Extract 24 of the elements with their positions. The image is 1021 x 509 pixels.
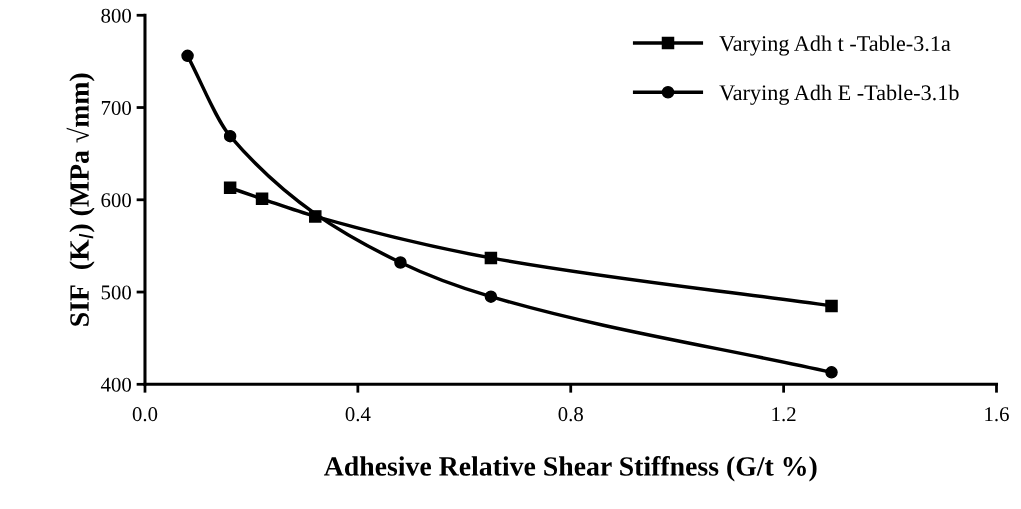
point [394, 256, 407, 269]
y-tick-label: 400 [100, 377, 131, 392]
legend-label: Varying Adh t -Table-3.1a [719, 35, 951, 56]
point [223, 129, 237, 143]
point [223, 181, 237, 195]
point [825, 299, 838, 313]
x-axis-title: Adhesive Relative Shear Stiffness (G/t %) [323, 455, 817, 482]
x-tick-label: 1.2 [772, 407, 796, 422]
x-tick-label: 0.0 [132, 407, 158, 422]
y-axis-title: SIF (K$_{I}$) (MPa √mm) [66, 73, 95, 326]
x-tick-label: 0.8 [558, 407, 583, 422]
point [181, 49, 194, 63]
y-tick-label: 500 [101, 285, 131, 300]
x-tick-label: 0.4 [345, 407, 371, 422]
y-tick-label: 800 [101, 8, 131, 23]
point [255, 192, 269, 206]
point [484, 251, 498, 265]
point [309, 210, 322, 223]
legend-label: Varying Adh E -Table-3.1b [719, 84, 959, 105]
x-tick-label: 1.6 [985, 407, 1009, 422]
y-tick-label: 700 [101, 100, 131, 115]
point [825, 366, 838, 379]
y-tick-label: 600 [101, 193, 131, 208]
point [484, 290, 498, 303]
